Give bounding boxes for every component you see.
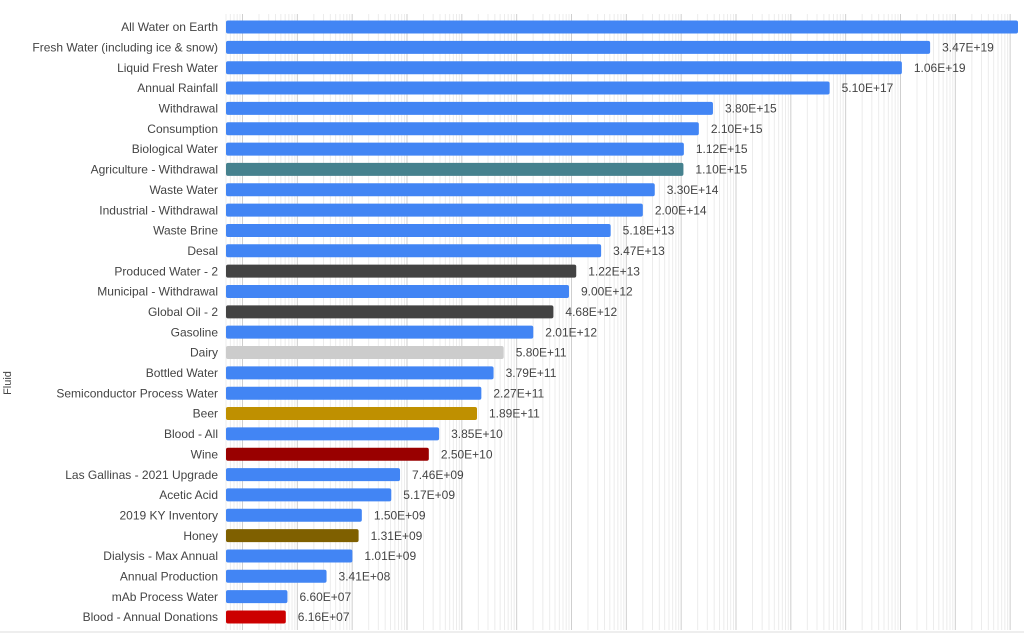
bar bbox=[226, 590, 288, 604]
bar bbox=[226, 162, 684, 176]
bar bbox=[226, 529, 359, 543]
value-label: 2.10E+15 bbox=[711, 122, 763, 136]
category-label: Annual Production bbox=[120, 569, 218, 583]
category-label: Blood - Annual Donations bbox=[83, 610, 218, 624]
category-label: Liquid Fresh Water bbox=[117, 61, 218, 75]
category-label: Waste Water bbox=[150, 183, 218, 197]
category-label: Withdrawal bbox=[159, 102, 218, 116]
value-label: 1.06E+19 bbox=[914, 61, 966, 75]
value-label: 6.16E+07 bbox=[298, 610, 350, 624]
bar bbox=[226, 122, 699, 136]
category-label: Wine bbox=[191, 447, 219, 461]
bar bbox=[226, 386, 482, 400]
value-label: 3.30E+14 bbox=[667, 183, 719, 197]
value-label: 3.47E+13 bbox=[613, 244, 665, 258]
category-label: Dairy bbox=[190, 346, 218, 360]
value-label: 2.50E+10 bbox=[441, 447, 493, 461]
bar bbox=[226, 81, 830, 95]
bar bbox=[226, 223, 611, 237]
category-label: mAb Process Water bbox=[112, 590, 218, 604]
value-label: 4.68E+12 bbox=[565, 305, 617, 319]
bar bbox=[226, 142, 684, 156]
value-label: 1.12E+15 bbox=[696, 142, 748, 156]
category-label: Produced Water - 2 bbox=[114, 264, 218, 278]
bar bbox=[226, 407, 477, 421]
value-label: 3.47E+19 bbox=[942, 41, 994, 55]
category-label: Dialysis - Max Annual bbox=[103, 549, 218, 563]
bar bbox=[226, 549, 353, 563]
value-label: 6.60E+07 bbox=[299, 590, 351, 604]
value-label: 2.00E+14 bbox=[655, 203, 707, 217]
category-label: Beer bbox=[193, 407, 218, 421]
category-label: Waste Brine bbox=[153, 224, 218, 238]
value-label: 5.17E+09 bbox=[403, 488, 455, 502]
value-label: 1.31E+09 bbox=[371, 529, 423, 543]
category-label: 2019 KY Inventory bbox=[119, 508, 218, 522]
bar bbox=[226, 40, 931, 54]
value-label: 1.22E+13 bbox=[588, 264, 640, 278]
category-label: Fresh Water (including ice & snow) bbox=[32, 41, 218, 55]
y-axis-label: Fluid bbox=[2, 371, 14, 395]
category-label: Agriculture - Withdrawal bbox=[91, 163, 218, 177]
value-label: 1.10E+15 bbox=[695, 163, 747, 177]
value-label: 1.50E+09 bbox=[374, 508, 426, 522]
value-label: 5.18E+13 bbox=[623, 224, 675, 238]
value-label: 7.46E+09 bbox=[412, 468, 464, 482]
value-label: 5.10E+17 bbox=[842, 81, 894, 95]
category-label: All Water on Earth bbox=[121, 20, 218, 34]
bar bbox=[226, 346, 504, 360]
bar bbox=[226, 508, 362, 522]
category-label: Semiconductor Process Water bbox=[56, 386, 218, 400]
bar bbox=[226, 203, 643, 217]
bar bbox=[226, 284, 569, 298]
category-label: Honey bbox=[183, 529, 218, 543]
category-label: Biological Water bbox=[132, 142, 218, 156]
bar bbox=[226, 427, 440, 441]
category-label: Global Oil - 2 bbox=[148, 305, 218, 319]
bar bbox=[226, 183, 655, 197]
bar bbox=[226, 569, 327, 583]
value-label: 2.27E+11 bbox=[493, 386, 544, 400]
bar bbox=[226, 101, 713, 115]
value-label: 1.01E+09 bbox=[364, 549, 416, 563]
category-label: Las Gallinas - 2021 Upgrade bbox=[65, 468, 218, 482]
bar bbox=[226, 488, 392, 502]
bar bbox=[226, 264, 577, 278]
bar bbox=[226, 20, 1018, 34]
category-label: Acetic Acid bbox=[159, 488, 218, 502]
category-label: Gasoline bbox=[171, 325, 219, 339]
category-label: Desal bbox=[187, 244, 218, 258]
bar bbox=[226, 325, 534, 339]
category-label: Industrial - Withdrawal bbox=[99, 203, 218, 217]
value-label: 5.80E+11 bbox=[516, 346, 567, 360]
bar bbox=[226, 610, 286, 624]
value-label: 1.89E+11 bbox=[489, 407, 540, 421]
bar bbox=[226, 468, 401, 482]
category-label: Consumption bbox=[147, 122, 218, 136]
category-label: Blood - All bbox=[164, 427, 218, 441]
value-label: 3.80E+15 bbox=[725, 102, 777, 116]
bar bbox=[226, 244, 602, 258]
value-label: 3.79E+11 bbox=[506, 366, 557, 380]
value-label: 3.85E+10 bbox=[451, 427, 503, 441]
value-label: 3.41E+08 bbox=[339, 569, 391, 583]
value-label: 9.00E+12 bbox=[581, 285, 633, 299]
bar bbox=[226, 447, 429, 461]
bar bbox=[226, 61, 902, 75]
category-label: Annual Rainfall bbox=[137, 81, 218, 95]
bar bbox=[226, 366, 494, 380]
bar bbox=[226, 305, 554, 319]
category-label: Bottled Water bbox=[146, 366, 218, 380]
category-label: Municipal - Withdrawal bbox=[97, 285, 218, 299]
value-label: 2.01E+12 bbox=[545, 325, 597, 339]
